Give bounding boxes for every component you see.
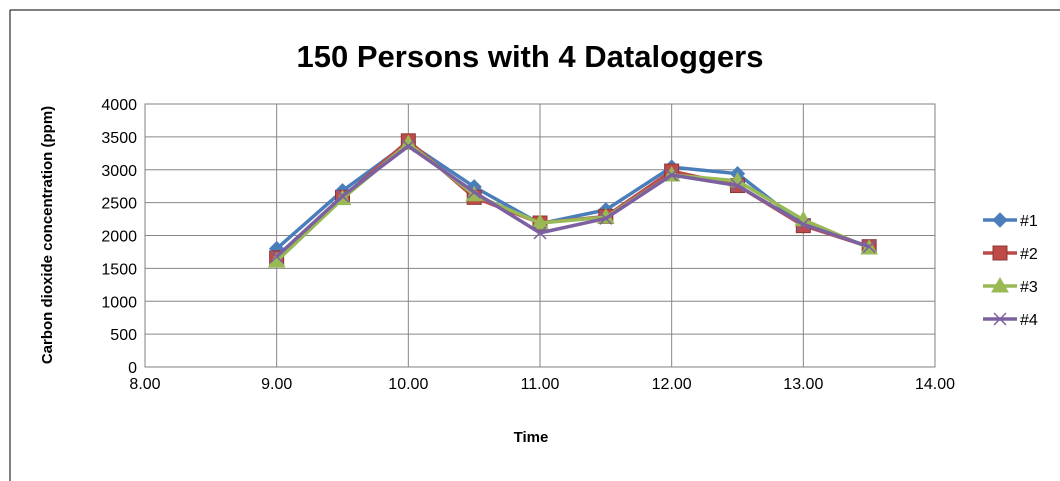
data-point-x <box>665 168 679 182</box>
series-line <box>275 144 870 258</box>
x-tick-label: 8.00 <box>129 376 160 393</box>
x-tick-label: 12.00 <box>652 376 692 393</box>
legend-label: #3 <box>1020 279 1038 296</box>
data-point-x-stroke <box>599 211 613 225</box>
legend-entry: #1 <box>983 212 1038 230</box>
legend-label: #4 <box>1020 312 1038 329</box>
data-point-x-stroke <box>730 178 745 193</box>
axis-layer: 0 500 1000 1500 2000 2500 3000 3500 4000 8.00 9.00… <box>101 97 955 393</box>
series-line <box>275 141 870 250</box>
y-tick-label: 500 <box>110 327 137 344</box>
legend-label: #2 <box>1020 246 1038 263</box>
data-point-x <box>467 185 481 199</box>
y-tick-label: 1500 <box>101 261 137 278</box>
series-3 <box>267 134 879 268</box>
data-point-x <box>270 250 284 264</box>
x-axis-title: Time <box>514 429 549 446</box>
series-1 <box>268 135 877 257</box>
data-point-x <box>533 226 547 240</box>
data-point-triangle <box>991 276 1009 293</box>
data-point-x-stroke <box>401 139 415 153</box>
data-point-x <box>730 178 745 193</box>
data-point-x-stroke <box>665 168 679 182</box>
legend-entry: #4 <box>983 312 1038 329</box>
data-point-x <box>796 217 810 231</box>
data-point-x <box>993 312 1007 326</box>
y-tick-label: 2000 <box>101 229 137 246</box>
data-point-diamond <box>992 212 1008 228</box>
legend: #1 #2 #3 #4 <box>983 212 1038 329</box>
y-tick-label: 2500 <box>101 196 137 213</box>
data-point-x-stroke <box>270 250 284 264</box>
y-tick-label: 0 <box>128 360 137 377</box>
data-point-x-stroke <box>796 217 810 231</box>
data-point-x-stroke <box>533 226 547 240</box>
data-point-x-stroke <box>862 240 876 254</box>
series-layer <box>267 133 879 268</box>
data-point-x <box>862 240 876 254</box>
data-point-x <box>599 211 613 225</box>
data-point-x <box>335 189 350 203</box>
grid-layer <box>144 103 936 368</box>
series-line <box>275 139 870 260</box>
y-tick-label: 4000 <box>101 97 137 114</box>
x-tick-label: 10.00 <box>388 376 428 393</box>
plot-border <box>144 103 936 368</box>
data-point-x <box>401 139 415 153</box>
y-tick-label: 1000 <box>101 294 137 311</box>
data-point-x-stroke <box>467 185 481 199</box>
y-tick-label: 3000 <box>101 163 137 180</box>
plot-area <box>144 103 936 368</box>
x-tick-label: 14.00 <box>915 376 955 393</box>
legend-entry: #3 <box>983 276 1038 296</box>
y-axis-title: Carbon dioxide concentration (ppm) <box>39 106 56 364</box>
y-tick-label: 3500 <box>101 130 137 147</box>
x-tick-label: 13.00 <box>783 376 823 393</box>
data-point-triangle <box>531 213 549 230</box>
legend-entry: #2 <box>983 245 1038 263</box>
series-4 <box>270 139 876 264</box>
chart-title: 150 Persons with 4 Dataloggers <box>297 39 764 74</box>
data-point-x-stroke <box>993 312 1007 326</box>
series-2 <box>269 133 877 266</box>
legend-label: #1 <box>1020 213 1038 230</box>
data-point-square <box>992 245 1008 261</box>
data-point-x-stroke <box>335 189 350 203</box>
x-tick-label: 9.00 <box>261 376 292 393</box>
x-tick-label: 11.00 <box>521 376 560 393</box>
